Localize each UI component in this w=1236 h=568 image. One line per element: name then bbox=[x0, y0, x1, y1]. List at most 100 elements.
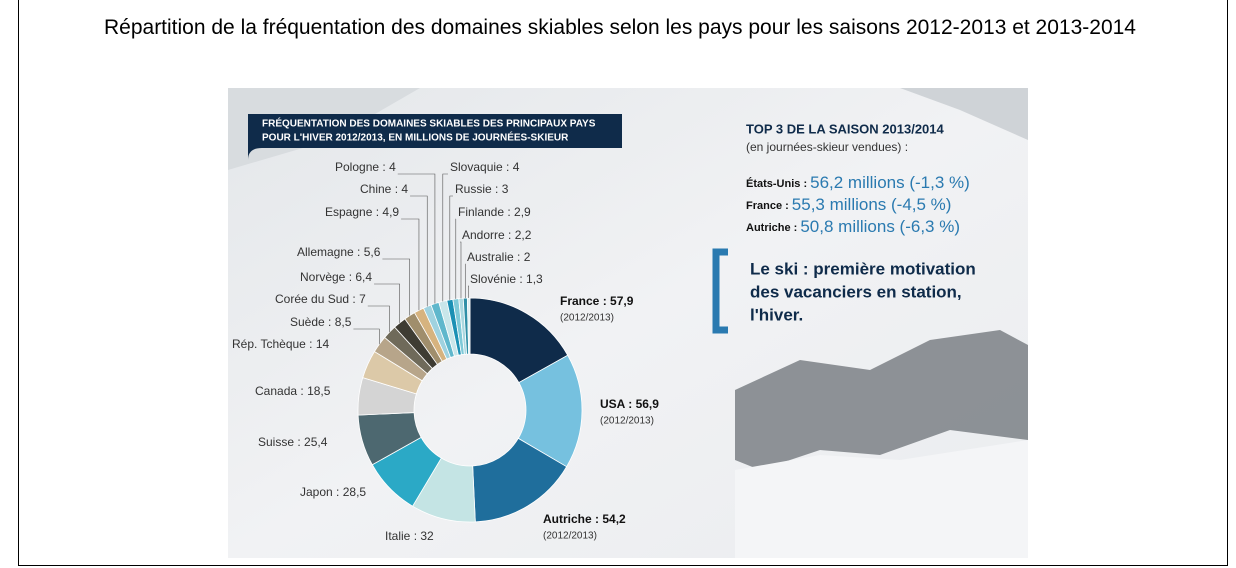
slice-label: Pologne : 4 bbox=[335, 160, 396, 174]
value-label: 54,2 bbox=[602, 512, 626, 526]
category: Slovaquie bbox=[450, 160, 503, 174]
value-label: 2,9 bbox=[514, 205, 531, 219]
separator: : bbox=[297, 384, 307, 398]
quote: l'hiver. bbox=[750, 305, 803, 324]
country: France : bbox=[746, 200, 789, 212]
separator: : bbox=[294, 435, 304, 449]
leader-line bbox=[468, 285, 469, 299]
slice-label: France : 57,9 bbox=[560, 294, 634, 308]
quote: des vacanciers en station, bbox=[750, 282, 962, 301]
separator: : bbox=[503, 160, 513, 174]
value-label: 32 bbox=[420, 529, 434, 543]
mountain bbox=[900, 88, 1028, 140]
category: Pologne bbox=[335, 160, 379, 174]
slice-label: Chine : 4 bbox=[360, 182, 408, 196]
leader-line bbox=[460, 241, 462, 299]
slice-label: Andorre : 2,2 bbox=[462, 228, 532, 242]
document-frame bbox=[18, 0, 1228, 566]
category: Russie bbox=[455, 182, 492, 196]
quote: Le ski : première motivation bbox=[750, 259, 976, 278]
top-item: États-Unis :56,2 millions (-1,3 %) bbox=[746, 173, 970, 192]
chart-title: FRÉQUENTATION DES DOMAINES SKIABLES DES … bbox=[262, 117, 596, 130]
separator: : bbox=[391, 182, 401, 196]
separator: : bbox=[504, 205, 514, 219]
separator: : bbox=[516, 272, 526, 286]
category: Australie bbox=[467, 250, 514, 264]
annotation: (2012/2013) bbox=[600, 416, 654, 427]
category: Finlande bbox=[458, 205, 504, 219]
chart-title-banner bbox=[248, 114, 622, 160]
figure: 55,3 millions (-4,5 %) bbox=[792, 195, 952, 214]
quote-bracket bbox=[712, 248, 728, 334]
value-label: 1,3 bbox=[526, 272, 543, 286]
category: Suède bbox=[290, 315, 325, 329]
value-label: 8,5 bbox=[335, 315, 352, 329]
slice bbox=[466, 297, 471, 355]
value-label: 3 bbox=[502, 182, 509, 196]
leader-line bbox=[353, 328, 380, 345]
figure: 56,2 millions (-1,3 %) bbox=[810, 173, 970, 192]
leader-line bbox=[401, 218, 420, 311]
slice-label: Russie : 3 bbox=[455, 182, 509, 196]
category: Allemagne bbox=[297, 245, 354, 259]
category: France bbox=[560, 294, 600, 308]
category: Slovénie bbox=[470, 272, 516, 286]
slice-label: Slovénie : 1,3 bbox=[470, 272, 543, 286]
category: Japon bbox=[300, 485, 333, 499]
category: Norvège bbox=[300, 270, 346, 284]
category: Italie bbox=[385, 529, 411, 543]
value-label: 4,9 bbox=[382, 205, 399, 219]
leader-line bbox=[410, 195, 428, 307]
category: Espagne bbox=[325, 205, 373, 219]
top-item: France :55,3 millions (-4,5 %) bbox=[746, 195, 951, 214]
leader-line bbox=[442, 173, 448, 302]
forest bbox=[735, 330, 1028, 470]
separator: : bbox=[379, 160, 389, 174]
value-label: 4 bbox=[513, 160, 520, 174]
country: États-Unis : bbox=[746, 177, 807, 190]
slice-label: Australie : 2 bbox=[467, 250, 531, 264]
leader-line bbox=[397, 173, 436, 304]
top-item: Autriche :50,8 millions (-6,3 %) bbox=[746, 217, 960, 236]
category: Corée du Sud bbox=[275, 292, 349, 306]
category: USA bbox=[600, 397, 626, 411]
value-label: 4 bbox=[389, 160, 396, 174]
value-label: 28,5 bbox=[343, 485, 367, 499]
separator: : bbox=[333, 485, 343, 499]
separator: : bbox=[325, 315, 335, 329]
value-label: 14 bbox=[316, 337, 330, 351]
value-label: 5,6 bbox=[364, 245, 381, 259]
slice-label: Canada : 18,5 bbox=[255, 384, 331, 398]
value-label: 4 bbox=[401, 182, 408, 196]
slice-label: Suisse : 25,4 bbox=[258, 435, 328, 449]
separator: : bbox=[592, 512, 603, 526]
separator: : bbox=[306, 337, 316, 351]
document-title: Répartition de la fréquentation des doma… bbox=[103, 16, 1136, 39]
slice-label: Espagne : 4,9 bbox=[325, 205, 399, 219]
separator: : bbox=[492, 182, 502, 196]
separator: : bbox=[372, 205, 382, 219]
value-label: 56,9 bbox=[636, 397, 660, 411]
slice-label: Rép. Tchèque : 14 bbox=[232, 337, 330, 351]
slice-label: Finlande : 2,9 bbox=[458, 205, 531, 219]
country: Autriche : bbox=[746, 222, 797, 234]
figure: 50,8 millions (-6,3 %) bbox=[800, 217, 960, 236]
annotation: (2012/2013) bbox=[543, 531, 597, 542]
chart-title: POUR L'HIVER 2012/2013, EN MILLIONS DE J… bbox=[262, 131, 569, 144]
value-label: 2 bbox=[524, 250, 531, 264]
slice-label: Allemagne : 5,6 bbox=[297, 245, 381, 259]
value-label: 7 bbox=[359, 292, 366, 306]
separator: : bbox=[599, 294, 610, 308]
separator: : bbox=[345, 270, 355, 284]
annotation: (2012/2013) bbox=[560, 313, 614, 324]
slice-label: Norvège : 6,4 bbox=[300, 270, 372, 284]
slice-label: Corée du Sud : 7 bbox=[275, 292, 366, 306]
value-label: 6,4 bbox=[355, 270, 372, 284]
separator: : bbox=[505, 228, 515, 242]
leader-line bbox=[449, 195, 453, 300]
slices bbox=[357, 297, 583, 523]
slice-label: Japon : 28,5 bbox=[300, 485, 366, 499]
separator: : bbox=[354, 245, 364, 259]
